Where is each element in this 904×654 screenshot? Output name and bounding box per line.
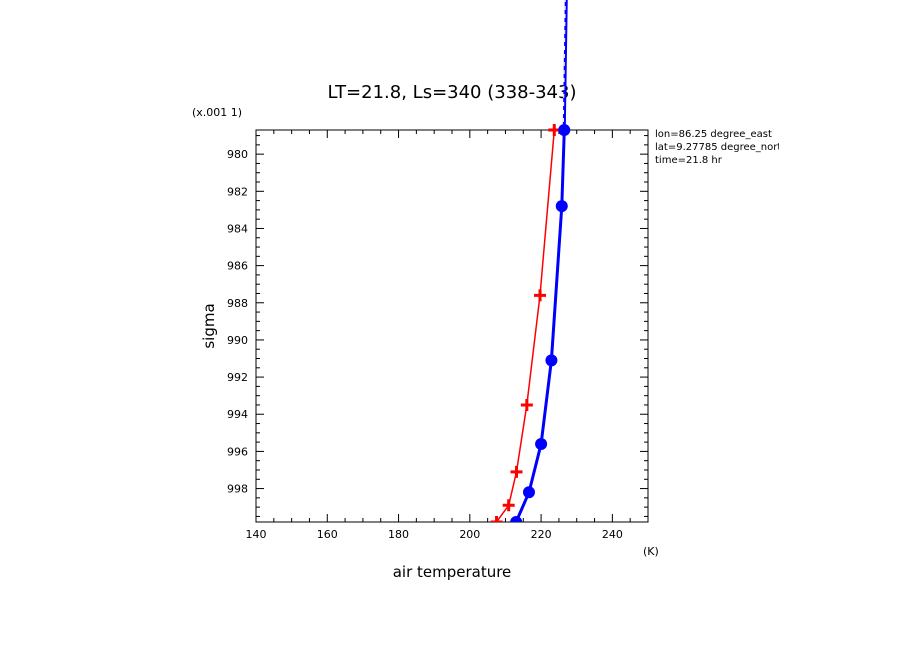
y-tick-label: 982 [227, 185, 248, 198]
blue-point [510, 516, 523, 522]
x-tick-label: 200 [459, 528, 480, 541]
blue-point [545, 354, 558, 367]
x-tick-label: 140 [246, 528, 267, 541]
series-layer [490, 0, 571, 522]
chart-title: LT=21.8, Ls=340 (338-343) [328, 82, 577, 103]
annotation-time: time=21.8 hr [655, 155, 722, 166]
x-axis-label: air temperature [393, 563, 512, 581]
y-tick-label: 994 [227, 408, 248, 421]
red-point [520, 398, 533, 411]
red-point [534, 289, 547, 302]
x-tick-label: 160 [317, 528, 338, 541]
y-scale-note: (x.001 1) [192, 106, 242, 119]
blue-series-extension [562, 0, 568, 131]
x-tick-label: 240 [602, 528, 623, 541]
annotation-lat: lat=9.27785 degree_north [655, 142, 779, 153]
blue-series-extension-dashed [562, 0, 566, 131]
x-tick-label: 180 [388, 528, 409, 541]
blue-point [555, 200, 568, 213]
y-tick-label: 990 [227, 334, 248, 347]
x-unit-label: (K) [643, 545, 659, 558]
red-point [510, 465, 523, 478]
plot-frame [255, 129, 649, 523]
y-tick-label: 984 [227, 222, 248, 235]
y-tick-label: 996 [227, 445, 248, 458]
y-axis-ticks: 980 982 984 986 988 990 992 994 996 998 [227, 135, 648, 517]
y-axis-label: sigma [200, 303, 218, 348]
blue-point [522, 486, 535, 499]
red-point [502, 499, 515, 512]
x-tick-label: 220 [531, 528, 552, 541]
red-series-line [495, 129, 556, 522]
y-tick-label: 980 [227, 148, 248, 161]
x-axis-ticks: 140 160 180 200 220 240 [246, 130, 649, 541]
blue-series-line [514, 129, 566, 522]
blue-point [535, 437, 548, 450]
y-tick-label: 988 [227, 297, 248, 310]
annotation-lon: lon=86.25 degree_east [655, 129, 772, 140]
red-point [490, 516, 503, 522]
y-tick-label: 992 [227, 371, 248, 384]
y-tick-label: 986 [227, 260, 248, 273]
blue-point [558, 124, 571, 136]
y-tick-label: 998 [227, 483, 248, 496]
